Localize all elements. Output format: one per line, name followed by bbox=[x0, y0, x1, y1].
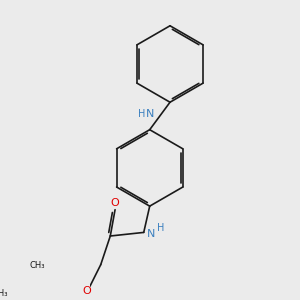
Text: H: H bbox=[157, 223, 164, 232]
Text: CH₃: CH₃ bbox=[30, 261, 45, 270]
Text: N: N bbox=[147, 229, 155, 238]
Text: O: O bbox=[111, 198, 119, 208]
Text: N: N bbox=[146, 109, 154, 118]
Text: H: H bbox=[138, 109, 146, 118]
Text: CH₃: CH₃ bbox=[0, 289, 8, 298]
Text: O: O bbox=[82, 286, 91, 296]
